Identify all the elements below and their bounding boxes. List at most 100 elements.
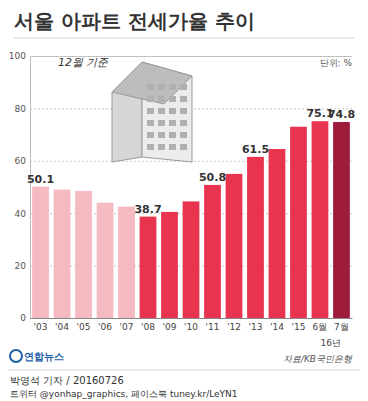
x-tick: '09 bbox=[163, 318, 177, 332]
bar bbox=[161, 212, 178, 318]
x-tick-label: '13 bbox=[249, 322, 263, 332]
x-tick: '13 bbox=[249, 318, 263, 332]
x-tick: '12 bbox=[227, 318, 241, 332]
group-label: 16년 bbox=[320, 338, 340, 348]
footer-rule bbox=[8, 370, 360, 371]
axis-line bbox=[31, 318, 353, 319]
building-window bbox=[147, 132, 154, 138]
building-window bbox=[180, 144, 187, 150]
x-tick: 7월 bbox=[334, 318, 349, 332]
building-window bbox=[158, 144, 165, 150]
data-label: 38.7 bbox=[134, 203, 161, 216]
y-tick-label: 40 bbox=[15, 209, 27, 219]
y-tick-label: 100 bbox=[9, 51, 26, 61]
bar bbox=[204, 185, 221, 318]
bar bbox=[54, 190, 71, 318]
grid-line bbox=[30, 318, 352, 319]
logo: 연합뉴스 bbox=[24, 351, 64, 362]
bar bbox=[32, 187, 49, 318]
x-tick: 6월 bbox=[313, 318, 328, 332]
building-window bbox=[158, 120, 165, 126]
logo-mark bbox=[10, 350, 22, 362]
y-tick-label: 0 bbox=[20, 313, 26, 323]
chart: 서울 아파트 전세가율 추이 0 20 40 60 80 100 50.1 38.7 50.8 61… bbox=[0, 0, 368, 401]
bar bbox=[118, 207, 135, 318]
building-window bbox=[147, 120, 154, 126]
x-tick-label: '07 bbox=[120, 322, 134, 332]
building-window bbox=[158, 132, 165, 138]
x-tick-label: 6월 bbox=[313, 322, 328, 332]
x-tick-label: '12 bbox=[227, 322, 241, 332]
x-tick: '07 bbox=[120, 318, 134, 332]
building-window bbox=[169, 120, 176, 126]
building-window bbox=[169, 144, 176, 150]
building-window bbox=[180, 120, 187, 126]
x-tick: '14 bbox=[270, 318, 284, 332]
building-window bbox=[147, 84, 154, 90]
building-window bbox=[180, 84, 187, 90]
x-tick-label: '05 bbox=[77, 322, 91, 332]
bar bbox=[183, 201, 200, 318]
building-window bbox=[158, 108, 165, 114]
axis-line bbox=[31, 57, 353, 319]
bar bbox=[140, 217, 157, 318]
x-tick-label: '15 bbox=[292, 322, 306, 332]
building-window bbox=[169, 132, 176, 138]
data-label: 61.5 bbox=[242, 143, 269, 156]
data-label: 74.8 bbox=[328, 108, 355, 121]
building-window bbox=[158, 96, 165, 102]
building-roof bbox=[112, 62, 192, 104]
bar bbox=[97, 203, 114, 318]
bar bbox=[333, 122, 350, 318]
building-window bbox=[180, 96, 187, 102]
building-icon bbox=[112, 62, 192, 162]
x-tick-label: '08 bbox=[141, 322, 155, 332]
x-tick: '08 bbox=[141, 318, 155, 332]
x-tick-label: '06 bbox=[98, 322, 112, 332]
title-rule bbox=[14, 38, 354, 39]
bar bbox=[290, 127, 307, 318]
building-window bbox=[158, 84, 165, 90]
y-axis: 0 20 40 60 80 100 bbox=[9, 51, 352, 323]
x-tick-label: '11 bbox=[206, 322, 220, 332]
x-tick-label: '14 bbox=[270, 322, 284, 332]
building-window bbox=[169, 108, 176, 114]
x-tick: '06 bbox=[98, 318, 112, 332]
x-tick-label: '10 bbox=[184, 322, 198, 332]
x-tick: '11 bbox=[206, 318, 220, 332]
unit-label: 단위: % bbox=[320, 58, 353, 68]
social: 트위터 @yonhap_graphics, 페이스북 tuney.kr/LeYN… bbox=[10, 389, 238, 399]
x-axis: '03 '04 '05 '06 '07 '08 '09 '10 '11 '12 '13 '14 '15 6… bbox=[31, 318, 353, 332]
building-window bbox=[180, 132, 187, 138]
building-window bbox=[147, 96, 154, 102]
x-tick: '03 bbox=[34, 318, 48, 332]
x-tick-label: 7월 bbox=[334, 322, 349, 332]
x-tick: '15 bbox=[292, 318, 306, 332]
building-window bbox=[169, 96, 176, 102]
source: 자료/KB국민은행 bbox=[283, 354, 353, 364]
x-tick: '05 bbox=[77, 318, 91, 332]
building-window bbox=[169, 84, 176, 90]
bar bbox=[312, 121, 329, 318]
x-tick: '10 bbox=[184, 318, 198, 332]
y-tick-label: 60 bbox=[15, 156, 27, 166]
x-tick: '04 bbox=[55, 318, 69, 332]
plot: 02040608010050.138.750.861.575.174.8'03'… bbox=[9, 51, 355, 332]
bar bbox=[75, 191, 92, 318]
bar bbox=[247, 157, 264, 318]
byline: 박영석 기자 / 20160726 bbox=[10, 375, 124, 386]
subtitle: 12월 기준 bbox=[58, 56, 109, 69]
title: 서울 아파트 전세가율 추이 bbox=[14, 9, 255, 33]
building-window bbox=[180, 108, 187, 114]
data-label: 50.1 bbox=[27, 173, 54, 186]
bar bbox=[226, 174, 243, 318]
data-label: 50.8 bbox=[199, 171, 226, 184]
y-tick-label: 20 bbox=[15, 261, 27, 271]
x-tick-label: '04 bbox=[55, 322, 69, 332]
building-window bbox=[147, 144, 154, 150]
x-tick-label: '09 bbox=[163, 322, 177, 332]
x-tick-label: '03 bbox=[34, 322, 48, 332]
building-window bbox=[147, 108, 154, 114]
y-tick-label: 80 bbox=[15, 104, 27, 114]
bar bbox=[269, 149, 286, 318]
